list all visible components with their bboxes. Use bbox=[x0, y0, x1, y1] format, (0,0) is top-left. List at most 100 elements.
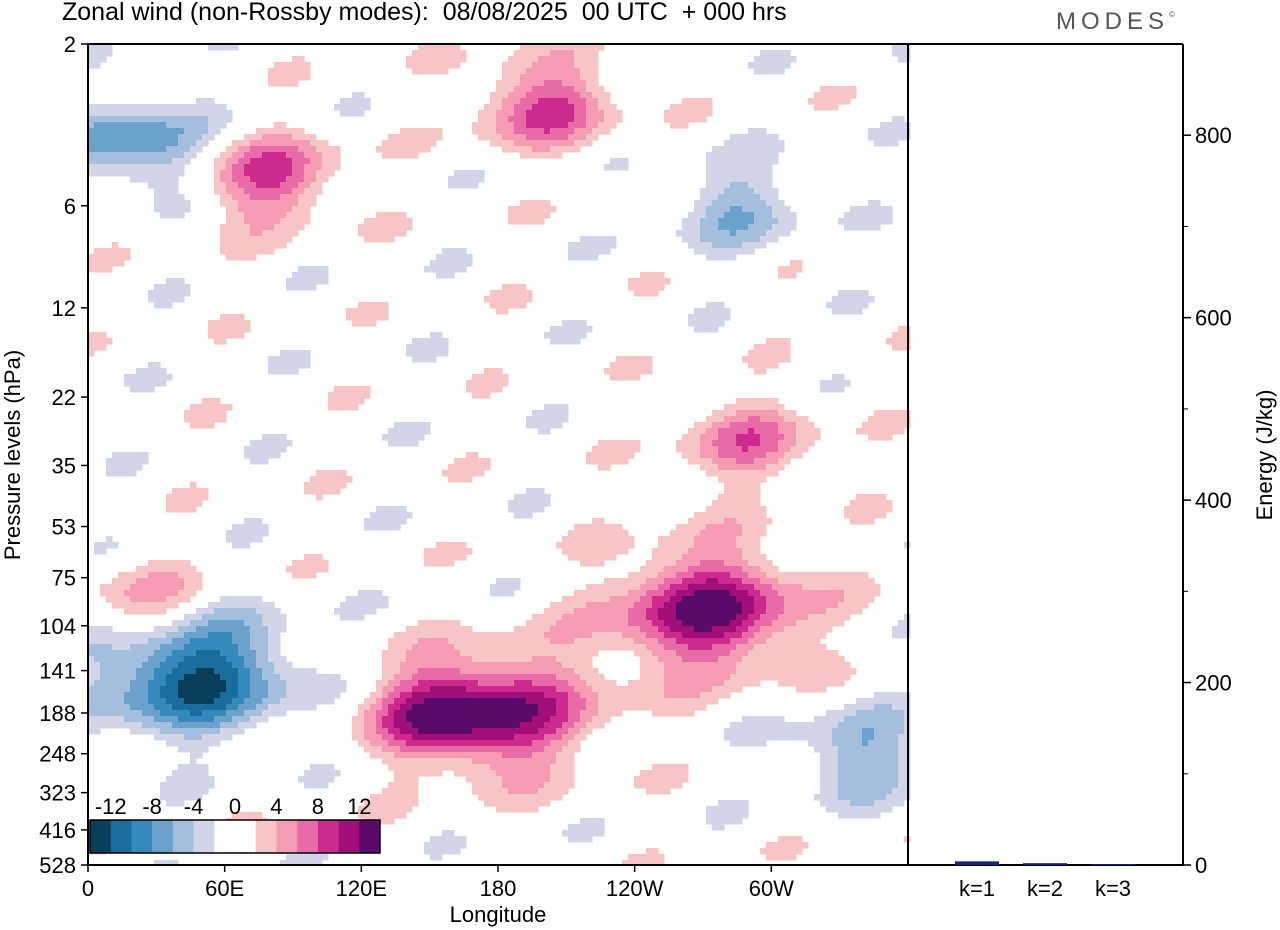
heatmap-cell bbox=[112, 116, 119, 123]
heatmap-cell bbox=[502, 122, 509, 129]
heatmap-cell bbox=[622, 602, 629, 609]
heatmap-cell bbox=[526, 644, 533, 651]
heatmap-cell bbox=[418, 62, 425, 69]
heatmap-cell bbox=[442, 644, 449, 651]
heatmap-cell bbox=[424, 692, 431, 699]
heatmap-cell bbox=[586, 596, 593, 603]
heatmap-cell bbox=[694, 242, 701, 249]
heatmap-cell bbox=[226, 218, 233, 225]
heatmap-cell bbox=[634, 374, 641, 381]
heatmap-cell bbox=[550, 80, 557, 87]
heatmap-cell bbox=[394, 518, 401, 525]
heatmap-cell bbox=[310, 686, 317, 693]
heatmap-cell bbox=[142, 152, 149, 159]
heatmap-cell bbox=[736, 224, 743, 231]
heatmap-cell bbox=[898, 620, 905, 627]
heatmap-cell bbox=[376, 146, 383, 153]
heatmap-cell bbox=[154, 176, 161, 183]
heatmap-cell bbox=[190, 500, 197, 507]
heatmap-cell bbox=[742, 440, 749, 447]
heatmap-cell bbox=[886, 134, 893, 141]
heatmap-cell bbox=[586, 584, 593, 591]
heatmap-cell bbox=[346, 308, 353, 315]
heatmap-cell bbox=[250, 674, 257, 681]
heatmap-cell bbox=[268, 170, 275, 177]
heatmap-cell bbox=[778, 266, 785, 273]
heatmap-cell bbox=[448, 662, 455, 669]
heatmap-cell bbox=[208, 128, 215, 135]
heatmap-cell bbox=[544, 80, 551, 87]
heatmap-cell bbox=[736, 656, 743, 663]
heatmap-cell bbox=[700, 584, 707, 591]
heatmap-cell bbox=[274, 680, 281, 687]
heatmap-cell bbox=[94, 56, 101, 63]
heatmap-cell bbox=[268, 638, 275, 645]
heatmap-cell bbox=[460, 458, 467, 465]
heatmap-cell bbox=[250, 524, 257, 531]
heatmap-cell bbox=[676, 662, 683, 669]
heatmap-cell bbox=[832, 308, 839, 315]
heatmap-cell bbox=[850, 584, 857, 591]
heatmap-cell bbox=[892, 410, 899, 417]
heatmap-cell bbox=[706, 536, 713, 543]
heatmap-cell bbox=[310, 134, 317, 141]
heatmap-cell bbox=[274, 134, 281, 141]
heatmap-cell bbox=[148, 368, 155, 375]
heatmap-cell bbox=[412, 440, 419, 447]
heatmap-cell bbox=[568, 110, 575, 117]
heatmap-cell bbox=[418, 680, 425, 687]
heatmap-cell bbox=[418, 146, 425, 153]
heatmap-cell bbox=[142, 170, 149, 177]
heatmap-cell bbox=[538, 74, 545, 81]
heatmap-cell bbox=[118, 602, 125, 609]
heatmap-cell bbox=[616, 626, 623, 633]
heatmap-cell bbox=[100, 164, 107, 171]
heatmap-cell bbox=[880, 134, 887, 141]
heatmap-cell bbox=[628, 446, 635, 453]
heatmap-cell bbox=[484, 392, 491, 399]
heatmap-cell bbox=[820, 584, 827, 591]
heatmap-cell bbox=[892, 416, 899, 423]
heatmap-cell bbox=[202, 488, 209, 495]
heatmap-cell bbox=[844, 512, 851, 519]
heatmap-cell bbox=[418, 632, 425, 639]
heatmap-cell bbox=[274, 656, 281, 663]
heatmap-cell bbox=[274, 668, 281, 675]
heatmap-cell bbox=[280, 62, 287, 69]
heatmap-cell bbox=[598, 644, 605, 651]
heatmap-cell bbox=[484, 464, 491, 471]
heatmap-cell bbox=[100, 584, 107, 591]
heatmap-cell bbox=[442, 638, 449, 645]
heatmap-cell bbox=[586, 326, 593, 333]
heatmap-cell bbox=[562, 404, 569, 411]
heatmap-cell bbox=[826, 98, 833, 105]
heatmap-cell bbox=[292, 194, 299, 201]
heatmap-cell bbox=[94, 116, 101, 123]
heatmap-cell bbox=[856, 584, 863, 591]
heatmap-cell bbox=[286, 176, 293, 183]
heatmap-cell bbox=[538, 44, 545, 51]
heatmap-cell bbox=[100, 644, 107, 651]
heatmap-cell bbox=[436, 62, 443, 69]
heatmap-cell bbox=[364, 236, 371, 243]
heatmap-cell bbox=[706, 248, 713, 255]
heatmap-cell bbox=[532, 644, 539, 651]
heatmap-cell bbox=[304, 674, 311, 681]
heatmap-cell bbox=[658, 602, 665, 609]
heatmap-cell bbox=[388, 662, 395, 669]
heatmap-cell bbox=[664, 590, 671, 597]
heatmap-cell bbox=[562, 92, 569, 99]
heatmap-cell bbox=[814, 674, 821, 681]
heatmap-cell bbox=[322, 680, 329, 687]
heatmap-cell bbox=[850, 92, 857, 99]
heatmap-cell bbox=[784, 350, 791, 357]
heatmap-cell bbox=[124, 140, 131, 147]
heatmap-cell bbox=[580, 140, 587, 147]
heatmap-cell bbox=[886, 218, 893, 225]
heatmap-cell bbox=[580, 62, 587, 69]
heatmap-cell bbox=[802, 578, 809, 585]
heatmap-cell bbox=[712, 518, 719, 525]
heatmap-cell bbox=[418, 56, 425, 63]
heatmap-cell bbox=[742, 596, 749, 603]
heatmap-cell bbox=[460, 476, 467, 483]
